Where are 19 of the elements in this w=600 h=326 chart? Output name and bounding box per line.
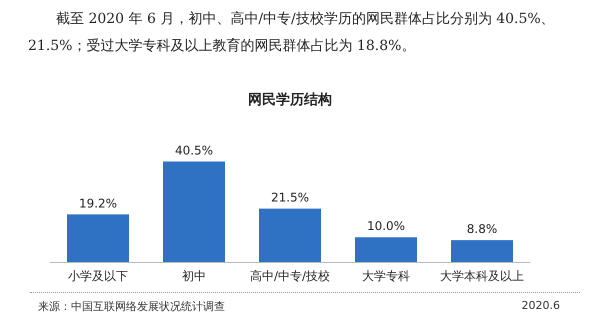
data-label: 8.8% bbox=[466, 222, 498, 236]
bar bbox=[163, 162, 225, 262]
bar bbox=[259, 208, 321, 262]
text: 2020.6 bbox=[522, 299, 560, 312]
bar bbox=[67, 214, 129, 262]
x-tick-label: 大学本科及以上 bbox=[440, 269, 524, 283]
x-tick-label: 小学及以下 bbox=[68, 269, 128, 283]
data-label: 19.2% bbox=[78, 196, 118, 210]
source-note: 来源：中国互联网络发展状况统计调查 bbox=[38, 299, 225, 314]
bar bbox=[355, 237, 417, 262]
x-tick-label: 高中/中专/技校 bbox=[250, 269, 330, 283]
data-label: 40.5% bbox=[174, 144, 214, 158]
text: 截至 2020 年 6 月，初中、高中/中专/技校学历的网民群体占比分别为 40.5%、21.5%；受过大学专科及以上教育的网民群体占比为 18.8%。 bbox=[28, 10, 556, 56]
chart-title: 网民学历结构 bbox=[248, 92, 332, 108]
bar bbox=[451, 240, 513, 262]
x-tick-label: 大学专科 bbox=[362, 269, 410, 283]
data-label: 21.5% bbox=[270, 190, 310, 205]
data-label: 10.0% bbox=[366, 219, 406, 234]
x-tick-label: 初中 bbox=[182, 269, 206, 283]
